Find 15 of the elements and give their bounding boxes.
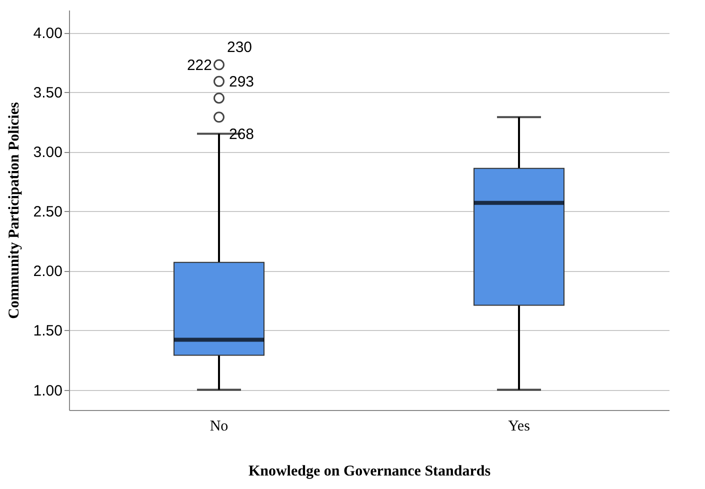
annotation: 222 <box>186 56 212 74</box>
y-tick-label: 3.00 <box>33 144 62 162</box>
x-tick-label: No <box>210 418 228 434</box>
annotation: 268 <box>229 126 254 143</box>
y-tick-label: 1.00 <box>33 382 62 400</box>
annotation: 230 <box>227 38 252 56</box>
y-tick-label: 1.50 <box>33 322 62 340</box>
y-axis-title: Community Participation Policies <box>6 102 22 319</box>
x-axis-title: Knowledge on Governance Standards <box>248 464 491 480</box>
y-tick-label: 2.50 <box>33 204 62 221</box>
y-tick-label: 2.00 <box>33 263 62 280</box>
y-tick-label: 3.50 <box>33 84 62 102</box>
y-tick-label: 4.00 <box>33 25 62 42</box>
annotation: 293 <box>229 73 254 90</box>
x-tick-label: Yes <box>508 418 530 434</box>
